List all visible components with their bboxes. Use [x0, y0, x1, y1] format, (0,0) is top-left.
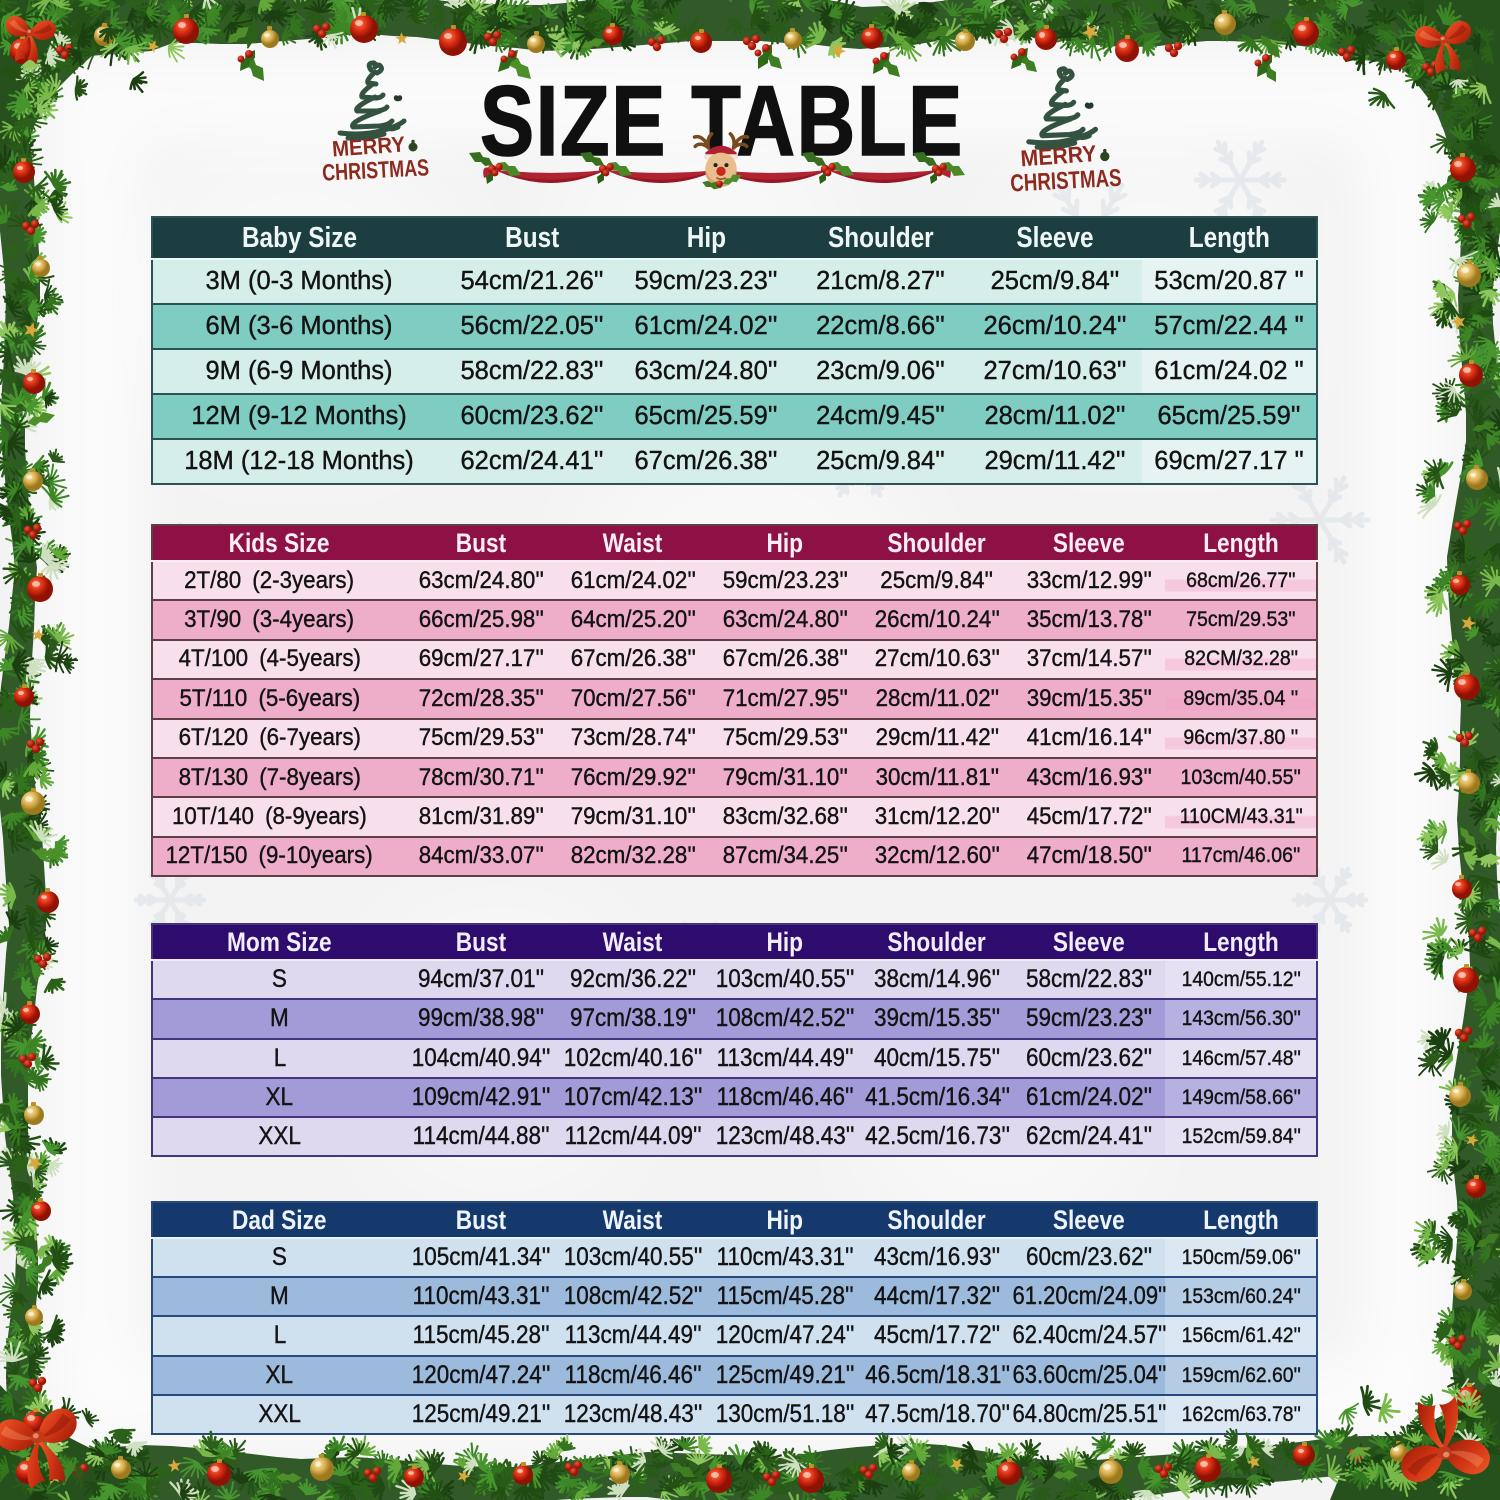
svg-text:MERRY: MERRY [1020, 140, 1098, 171]
svg-text:CHRISTMAS: CHRISTMAS [1010, 165, 1123, 198]
svg-text:CHRISTMAS: CHRISTMAS [321, 154, 429, 186]
svg-text:MERRY: MERRY [331, 131, 406, 161]
